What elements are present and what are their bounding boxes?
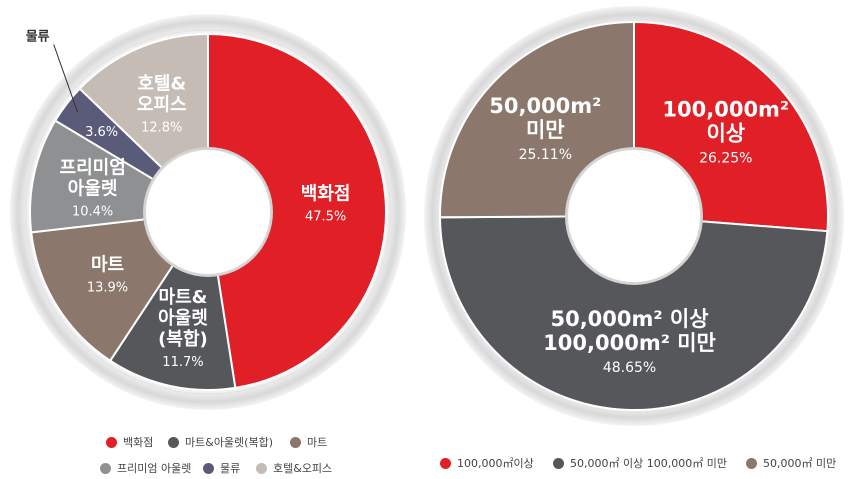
donut-chart-store-type: 백화점47.5%마트&아울렛(복합)11.7%마트13.9%프리미엄아울렛10.…	[10, 14, 406, 410]
legend-item: 물류	[203, 460, 240, 476]
legend-label: 50,000㎡ 미만	[763, 457, 837, 470]
legend-item: 백화점	[106, 434, 153, 450]
slice-label: 오피스	[137, 95, 187, 116]
legend-swatch	[168, 436, 179, 448]
legend-swatch	[746, 457, 757, 469]
legend-item: 50,000㎡ 이상 100,000㎡ 미만	[553, 455, 727, 471]
legend-label: 백화점	[123, 436, 154, 449]
slice-value-label: 47.5%	[305, 210, 346, 225]
slice-value-label: 26.25%	[699, 150, 752, 166]
slice-value-label: 25.11%	[519, 147, 572, 163]
slice-label: 아울렛	[158, 308, 208, 329]
legend-item: 프리미엄 아울렛	[100, 460, 191, 476]
slice-label: 100,000m²	[662, 97, 789, 121]
legend-item: 마트&아울렛(복합)	[168, 434, 273, 450]
pie-slice-2	[438, 214, 829, 411]
legend-item: 100,000㎡이상	[440, 455, 534, 471]
slice-label: 이상	[706, 121, 745, 145]
slice-label: 호텔&	[137, 74, 186, 95]
slice-label: 50,000m² 이상	[550, 307, 708, 331]
slice-value-label: 12.8%	[141, 121, 182, 136]
donut-ring-line	[435, 17, 833, 415]
slice-label: 아울렛	[68, 178, 118, 199]
legend-label: 물류	[220, 462, 241, 475]
slice-label: 프리미엄	[60, 157, 126, 178]
slice-label: 50,000m²	[489, 94, 601, 118]
slice-value-label: 11.7%	[162, 355, 203, 370]
slice-label: 마트&	[159, 287, 208, 308]
slice-label: 100,000m² 미만	[543, 331, 716, 355]
slice-label: 마트	[91, 255, 124, 276]
slice-value-label: 10.4%	[72, 204, 113, 219]
legend-swatch	[553, 457, 564, 469]
donut-ring-line	[25, 29, 391, 395]
slice-value-label: 13.9%	[87, 281, 128, 296]
legend-swatch	[100, 462, 111, 474]
legend-label: 마트	[307, 436, 328, 449]
legend-item: 마트	[290, 434, 327, 450]
slice-label: 백화점	[301, 184, 351, 205]
slice-label: (복합)	[158, 328, 208, 350]
slice-value-label: 3.6%	[85, 125, 118, 140]
legend-label: 프리미엄 아울렛	[117, 462, 192, 475]
callout-label: 물류	[26, 29, 50, 44]
donut-hole	[146, 150, 270, 274]
legend-item: 50,000㎡ 미만	[746, 455, 836, 471]
slice-label: 미만	[526, 118, 565, 142]
legend-label: 마트&아울렛(복합)	[185, 436, 274, 449]
callout-line	[53, 44, 79, 113]
legend-label: 호텔&오피스	[273, 462, 333, 475]
legend-swatch	[290, 436, 301, 448]
slice-value-label: 48.65%	[603, 360, 656, 376]
pie-slice-1	[207, 32, 387, 390]
legend-label: 50,000㎡ 이상 100,000㎡ 미만	[570, 457, 727, 470]
legend-swatch	[203, 462, 214, 474]
legend-item: 호텔&오피스	[256, 460, 332, 476]
legend-swatch	[256, 462, 267, 474]
donut-hole	[568, 150, 700, 282]
legend-swatch	[106, 436, 117, 448]
legend-label: 100,000㎡이상	[457, 457, 534, 470]
legend-swatch	[440, 457, 451, 469]
